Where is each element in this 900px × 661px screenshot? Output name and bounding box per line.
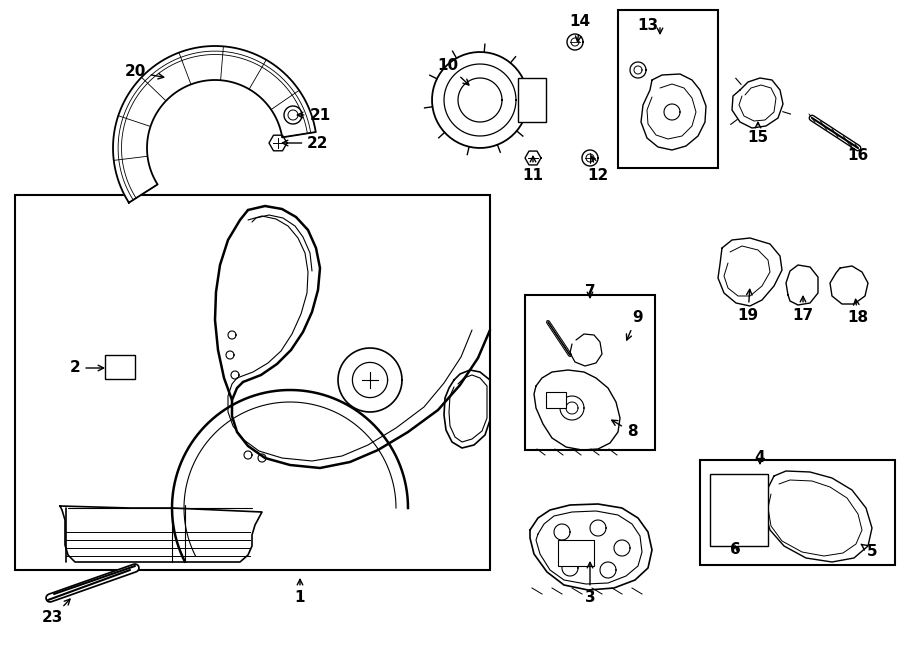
Text: 22: 22 <box>283 136 328 151</box>
Text: 4: 4 <box>755 451 765 465</box>
Text: 15: 15 <box>747 122 769 145</box>
Text: 2: 2 <box>69 360 104 375</box>
Bar <box>700 460 895 565</box>
Text: 9: 9 <box>633 311 643 325</box>
Text: 13: 13 <box>637 18 659 33</box>
Bar <box>525 295 655 450</box>
Text: 7: 7 <box>585 284 595 299</box>
Text: 5: 5 <box>861 545 878 559</box>
Text: 23: 23 <box>41 599 70 625</box>
Text: 3: 3 <box>585 563 595 605</box>
Text: 18: 18 <box>848 299 868 325</box>
Text: 8: 8 <box>612 420 637 440</box>
Text: 20: 20 <box>124 65 164 79</box>
Polygon shape <box>113 46 316 203</box>
Text: 10: 10 <box>437 58 469 85</box>
Text: 14: 14 <box>570 15 590 42</box>
Bar <box>558 540 594 566</box>
Text: 11: 11 <box>523 157 544 182</box>
Bar <box>518 78 546 122</box>
Text: 21: 21 <box>297 108 330 122</box>
Bar <box>15 195 490 570</box>
Text: 1: 1 <box>295 579 305 605</box>
Text: 17: 17 <box>792 296 814 323</box>
Bar <box>105 355 135 379</box>
Bar <box>546 392 566 408</box>
Text: 19: 19 <box>737 290 759 323</box>
Text: 6: 6 <box>730 543 741 557</box>
Bar <box>710 474 768 546</box>
Text: 12: 12 <box>588 156 608 182</box>
Bar <box>618 10 718 168</box>
Text: 16: 16 <box>848 142 868 163</box>
